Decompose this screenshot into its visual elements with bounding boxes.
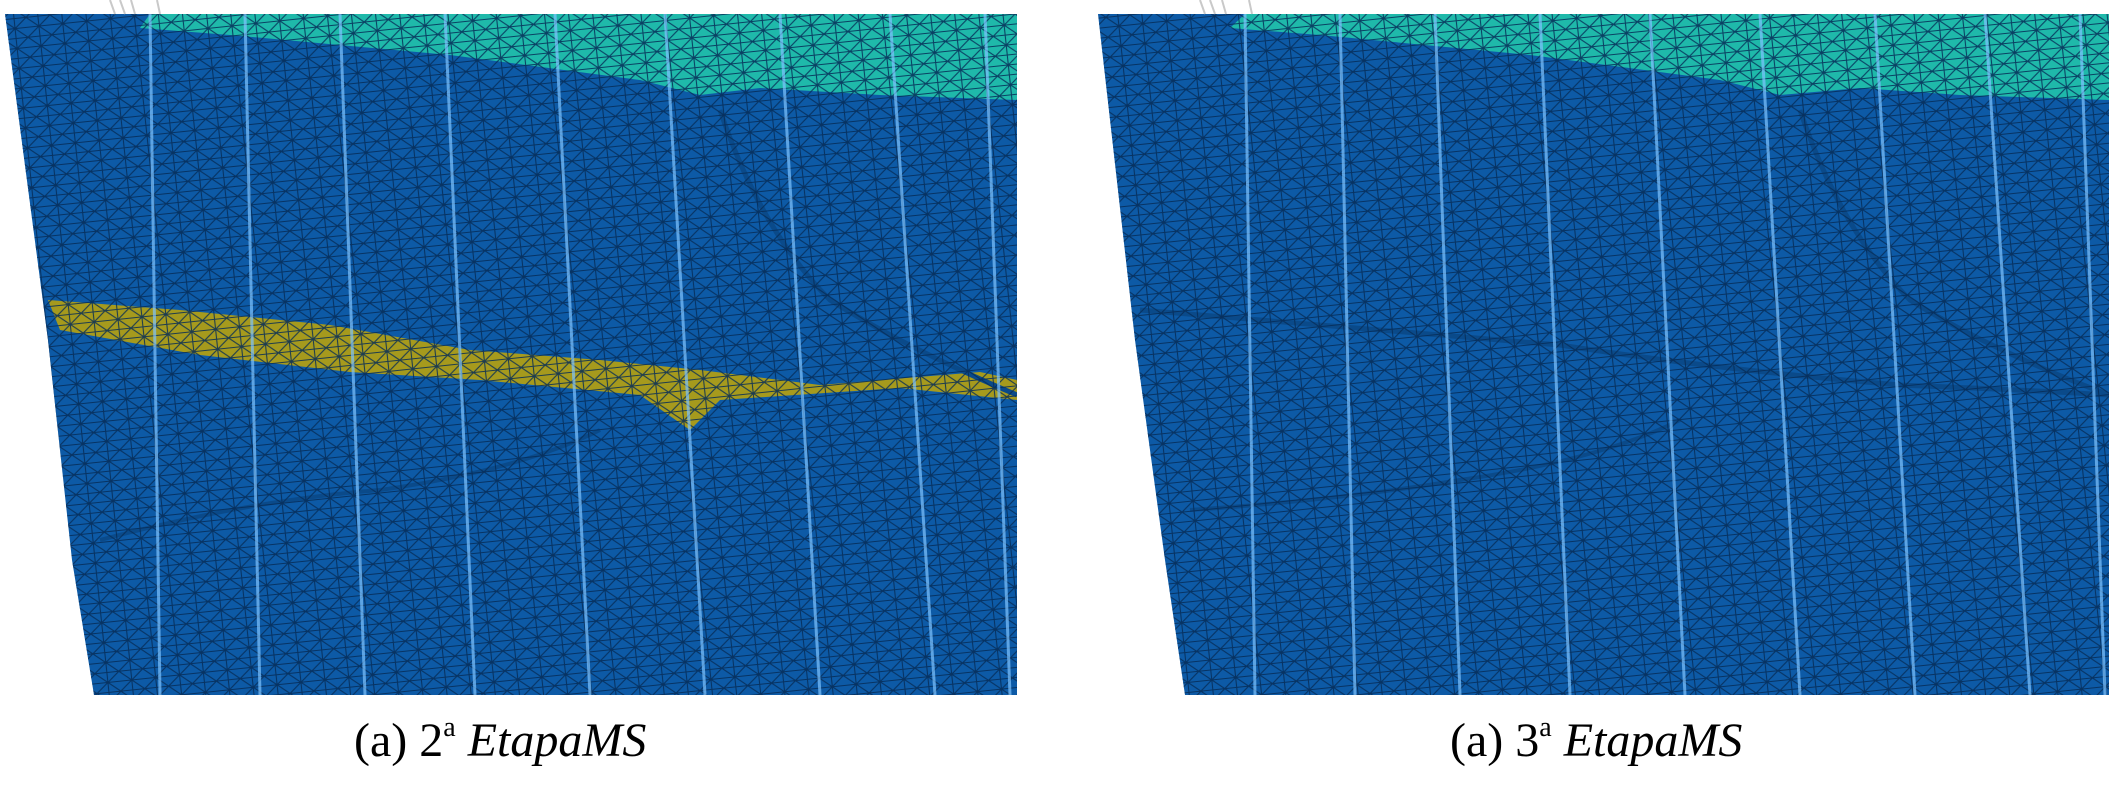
figure-panel-3a-etapa: (a) 3a EtapaMS: [1080, 0, 2109, 785]
figure-caption: (a) 2a EtapaMS: [354, 714, 646, 765]
highlight-lines: [1243, 14, 2107, 695]
caption-superscript: a: [443, 712, 456, 743]
edge-ticks: [109, 0, 161, 15]
edge-ticks: [1199, 0, 1253, 15]
mesh-render-3a: [1098, 0, 2109, 695]
highlight-lines: [148, 14, 1012, 695]
caption-stage-name: EtapaMS: [1563, 714, 1743, 767]
mesh-render-2a: [5, 0, 1017, 695]
figure-panel-2a-etapa: (a) 2a EtapaMS: [5, 0, 1017, 765]
caption-prefix: (a) 2: [354, 714, 444, 767]
figure-caption: (a) 3a EtapaMS: [1450, 714, 1742, 765]
caption-superscript: a: [1539, 712, 1552, 743]
caption-stage-name: EtapaMS: [467, 714, 647, 767]
caption-prefix: (a) 3: [1450, 714, 1540, 767]
